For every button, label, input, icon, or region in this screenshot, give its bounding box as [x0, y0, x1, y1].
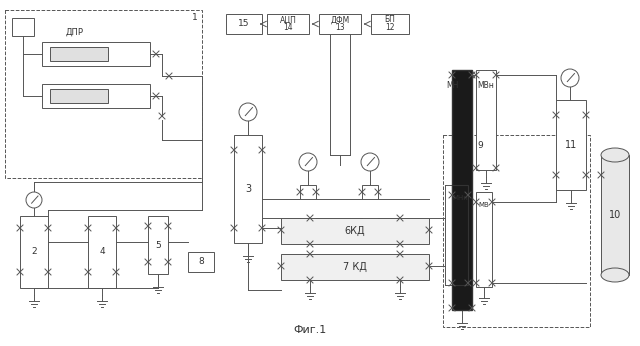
Bar	[371, 14, 409, 34]
Bar	[267, 14, 309, 34]
Text: 3: 3	[245, 184, 251, 194]
Text: 15: 15	[238, 19, 250, 28]
Bar	[281, 218, 429, 244]
Bar	[148, 216, 168, 274]
Bar	[12, 18, 34, 36]
Text: Фиг.1: Фиг.1	[293, 325, 326, 335]
Bar	[281, 254, 429, 280]
Bar	[443, 135, 590, 327]
Bar	[300, 185, 316, 199]
Circle shape	[361, 153, 379, 171]
Text: 2: 2	[31, 247, 37, 256]
Bar	[601, 155, 629, 275]
Bar	[234, 135, 262, 243]
Bar	[50, 47, 108, 61]
Bar	[556, 100, 586, 190]
Text: МН: МН	[446, 81, 458, 90]
Bar	[42, 42, 150, 66]
Text: 14: 14	[283, 24, 293, 33]
Text: МВ: МВ	[479, 202, 490, 208]
Text: БП: БП	[385, 16, 396, 25]
Text: 10: 10	[609, 210, 621, 220]
Text: МВн: МВн	[477, 81, 495, 90]
Bar	[452, 70, 472, 310]
Circle shape	[26, 192, 42, 208]
Bar	[452, 185, 468, 285]
Bar	[88, 216, 116, 288]
Bar	[20, 216, 48, 288]
Text: 1: 1	[192, 13, 198, 22]
Bar	[319, 14, 361, 34]
Text: АЦП: АЦП	[280, 16, 296, 25]
Text: 6КД: 6КД	[345, 226, 365, 236]
Text: 9: 9	[477, 140, 483, 149]
Bar	[5, 10, 202, 178]
Circle shape	[561, 69, 579, 87]
Bar	[50, 89, 108, 103]
Text: 8: 8	[198, 257, 204, 266]
Text: ДПР: ДПР	[66, 27, 84, 36]
Text: ДФМ: ДФМ	[330, 16, 349, 25]
Bar	[476, 70, 496, 170]
Ellipse shape	[601, 148, 629, 162]
Bar	[226, 14, 262, 34]
Circle shape	[239, 103, 257, 121]
Bar	[476, 192, 492, 287]
Circle shape	[299, 153, 317, 171]
Text: 7 КД: 7 КД	[343, 262, 367, 272]
Bar	[188, 252, 214, 272]
Text: 12: 12	[385, 24, 395, 33]
Text: 5: 5	[155, 240, 161, 249]
Text: 4: 4	[99, 247, 105, 256]
Bar	[42, 84, 150, 108]
Text: 13: 13	[335, 24, 345, 33]
Bar	[362, 185, 378, 199]
Text: 11: 11	[565, 140, 577, 150]
Ellipse shape	[601, 268, 629, 282]
Text: МНн: МНн	[452, 195, 468, 201]
